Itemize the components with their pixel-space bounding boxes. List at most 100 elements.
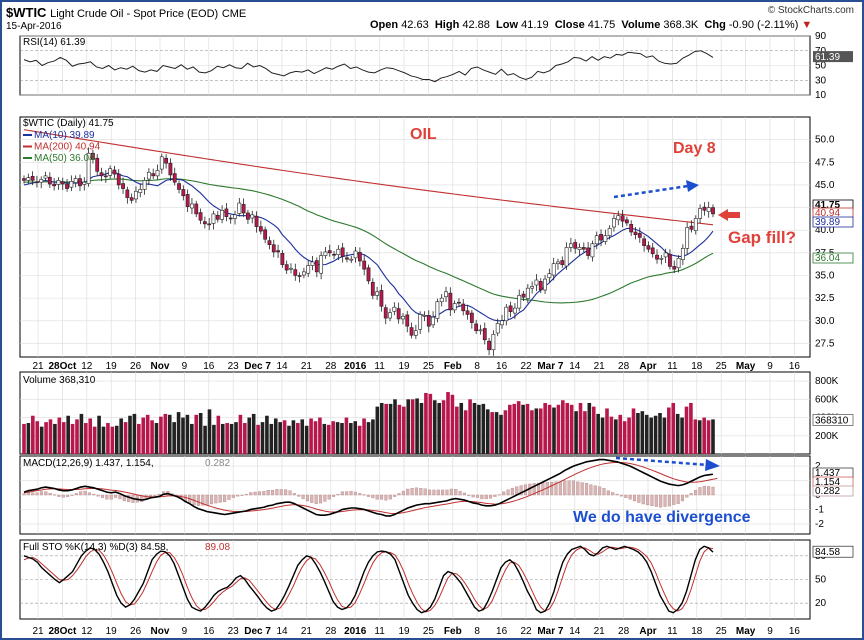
volume-tick-label: 600K bbox=[815, 394, 839, 405]
volume-bar bbox=[583, 411, 587, 454]
macd-histogram-bar bbox=[96, 494, 100, 497]
candle-down bbox=[164, 157, 169, 164]
ma10-line bbox=[23, 171, 714, 322]
candle-down bbox=[366, 267, 371, 282]
macd-histogram-bar bbox=[57, 494, 61, 497]
candle-up bbox=[594, 235, 599, 245]
candle-up bbox=[220, 209, 224, 220]
exchange: CME bbox=[221, 8, 247, 20]
macd-histogram-bar bbox=[672, 494, 676, 505]
macd-histogram-bar bbox=[397, 493, 401, 496]
volume-bar bbox=[251, 413, 256, 454]
macd-histogram-bar bbox=[310, 494, 314, 503]
macd-histogram-bar bbox=[414, 487, 419, 496]
x-tick-label: 11 bbox=[667, 626, 678, 637]
macd-histogram-bar bbox=[602, 488, 606, 496]
volume-bar bbox=[291, 420, 296, 454]
volume-bar bbox=[190, 423, 194, 454]
x-tick-label: Dec 7 bbox=[244, 626, 271, 637]
macd-histogram-bar bbox=[676, 494, 680, 504]
macd-histogram-bar bbox=[537, 482, 541, 496]
volume-bar bbox=[450, 394, 455, 454]
volume-bar bbox=[172, 422, 176, 454]
volume-bar bbox=[428, 393, 433, 454]
macd-histogram-bar bbox=[109, 494, 113, 500]
divergence-arrow-price bbox=[613, 184, 689, 199]
volume-bar bbox=[636, 413, 640, 454]
macd-histogram-bar bbox=[410, 488, 414, 496]
candle-down bbox=[30, 176, 35, 181]
volume-bar bbox=[667, 407, 671, 454]
macd-histogram-bar bbox=[580, 482, 584, 496]
candle-down bbox=[151, 173, 156, 177]
volume-bar bbox=[574, 411, 578, 454]
candle-up bbox=[86, 152, 91, 184]
volume-value: 368.3K bbox=[663, 19, 699, 31]
candle-down bbox=[409, 327, 414, 336]
macd-histogram-bar bbox=[327, 494, 331, 500]
macd-histogram-bar bbox=[423, 488, 427, 496]
candle-down bbox=[487, 340, 491, 351]
candle-up bbox=[547, 273, 552, 279]
volume-label: Volume 368,310 bbox=[23, 375, 96, 386]
ma200-line bbox=[23, 129, 714, 226]
volume-bar bbox=[503, 410, 508, 454]
candle-down bbox=[181, 189, 186, 197]
candle-down bbox=[646, 245, 651, 250]
x-tick-label: 8 bbox=[474, 361, 480, 372]
macd-histogram-bar bbox=[489, 494, 493, 499]
x-tick-label: 25 bbox=[716, 361, 728, 372]
macd-histogram-bar bbox=[632, 494, 637, 502]
volume-bar bbox=[437, 402, 441, 454]
volume-bar bbox=[622, 421, 627, 454]
sto-label: Full STO %K(14,3) %D(3) 84.58, bbox=[23, 542, 168, 553]
macd-histogram-bar bbox=[532, 483, 536, 496]
volume-bar bbox=[578, 402, 583, 454]
volume-bar bbox=[379, 402, 384, 454]
macd-histogram-bar bbox=[702, 486, 706, 496]
x-tick-label: 19 bbox=[398, 626, 410, 637]
volume-bar bbox=[137, 423, 141, 454]
macd-histogram-bar bbox=[288, 490, 292, 496]
x-tick-label: 26 bbox=[130, 361, 142, 372]
volume-bar bbox=[596, 413, 600, 454]
x-tick-label: Nov bbox=[151, 361, 170, 372]
candle-up bbox=[431, 316, 435, 326]
macd-histogram-bar bbox=[118, 494, 122, 500]
volume-bar bbox=[680, 417, 684, 454]
macd-histogram-bar bbox=[467, 494, 471, 496]
candle-up bbox=[504, 306, 509, 322]
x-tick-label: 19 bbox=[106, 361, 118, 372]
volume-bar bbox=[490, 412, 494, 454]
macd-histogram-bar bbox=[223, 494, 227, 503]
blue-arrowhead-icon bbox=[686, 180, 699, 192]
candle-down bbox=[22, 178, 26, 181]
candle-down bbox=[629, 224, 634, 233]
candle-up bbox=[375, 291, 380, 296]
candle-down bbox=[637, 233, 642, 238]
candle-up bbox=[556, 261, 560, 265]
volume-bar bbox=[441, 400, 446, 454]
candle-down bbox=[383, 307, 388, 319]
macd-histogram-bar bbox=[711, 486, 715, 496]
macd-histogram-bar bbox=[593, 485, 597, 496]
candle-up bbox=[693, 218, 698, 231]
candle-up bbox=[26, 177, 31, 181]
candle-down bbox=[112, 169, 117, 175]
macd-histogram-bar bbox=[345, 491, 349, 496]
volume-bar bbox=[88, 418, 93, 454]
candle-down bbox=[482, 328, 487, 341]
x-tick-label: 21 bbox=[301, 626, 313, 637]
macd-histogram-bar bbox=[576, 481, 580, 496]
macd-histogram-bar bbox=[667, 494, 671, 507]
volume-bar bbox=[587, 402, 592, 454]
volume-bar bbox=[79, 413, 84, 454]
x-tick-label: 22 bbox=[520, 626, 532, 637]
x-tick-label: 16 bbox=[496, 626, 508, 637]
x-tick-label: 16 bbox=[496, 361, 508, 372]
volume-bar bbox=[349, 423, 353, 454]
macd-histogram-bar bbox=[201, 494, 205, 506]
x-tick-label: 14 bbox=[276, 361, 288, 372]
divergence-arrow-macd bbox=[615, 456, 709, 467]
macd-histogram-bar bbox=[406, 488, 410, 496]
